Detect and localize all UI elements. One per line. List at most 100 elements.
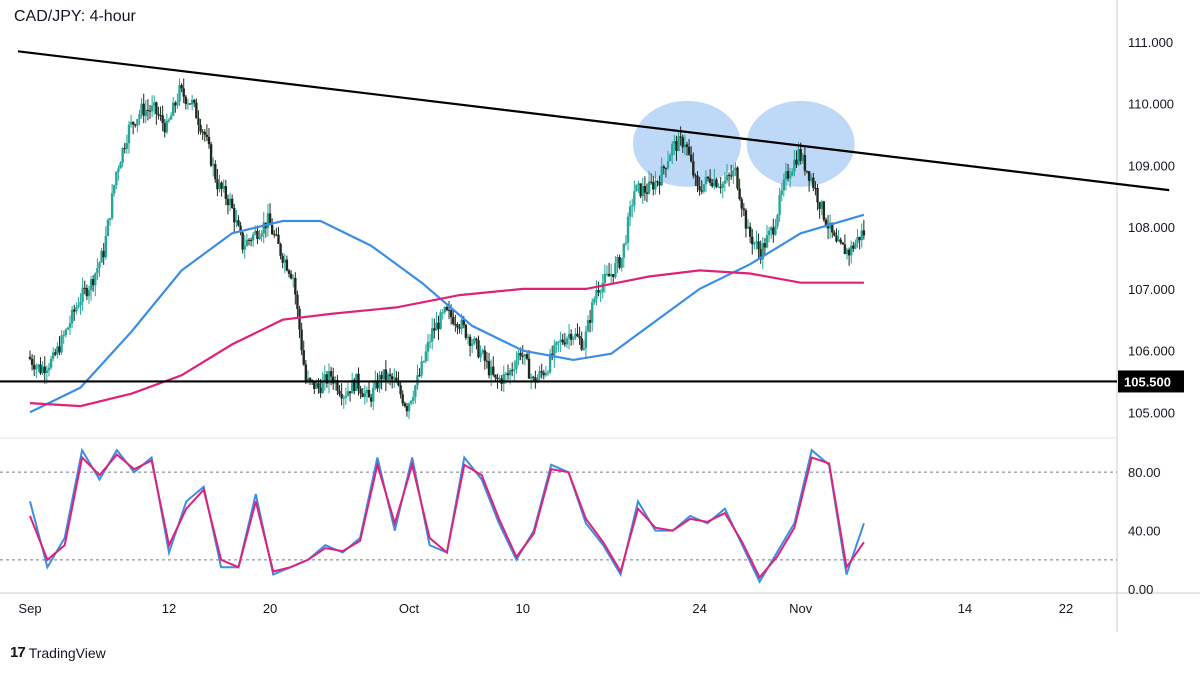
candle-body [256, 230, 259, 239]
candle-body [35, 366, 38, 370]
candle-body [266, 213, 270, 229]
candle-body [738, 188, 741, 200]
candle-body [744, 210, 748, 229]
candle-body [540, 371, 543, 373]
candle-body [106, 220, 110, 237]
candle-body [41, 366, 44, 374]
candle-body [409, 400, 413, 404]
candle-body [110, 193, 114, 219]
candle-body [348, 391, 352, 394]
candle-body [426, 342, 430, 352]
candle-body [803, 154, 807, 171]
chart-title: CAD/JPY: 4-hour [14, 8, 136, 25]
candle-body [157, 113, 160, 116]
candle-body [595, 290, 598, 299]
candle-body [746, 226, 750, 229]
candle-body [180, 85, 183, 89]
candle-body [845, 249, 849, 255]
candle-body [473, 338, 476, 344]
candle-body [637, 183, 640, 185]
candle-body [852, 245, 855, 249]
candle-body [142, 103, 145, 116]
candle-body [576, 333, 579, 337]
candle-body [795, 159, 798, 165]
candle-body [616, 257, 619, 264]
candle-body [671, 144, 674, 156]
candle-body [430, 328, 434, 342]
candle-body [862, 230, 866, 236]
candle-body [384, 369, 388, 381]
candle-body [414, 385, 417, 397]
candle-body [56, 346, 59, 355]
candle-body [856, 236, 859, 243]
candle-body [159, 115, 162, 117]
candle-body [407, 403, 411, 412]
candle-body [435, 322, 438, 331]
candle-body [245, 239, 249, 246]
candle-body [660, 166, 663, 186]
candle-body [685, 144, 689, 148]
candle-body [304, 364, 308, 382]
candle-body [182, 88, 185, 97]
candle-body [850, 245, 853, 256]
candle-body [323, 374, 326, 381]
candle-body [532, 376, 535, 378]
candle-body [148, 110, 152, 112]
candle-body [588, 320, 592, 323]
candle-body [546, 372, 550, 374]
candle-body [230, 198, 234, 208]
candle-body [609, 274, 613, 277]
candle-body [85, 288, 89, 297]
candle-body [412, 396, 415, 401]
candle-body [721, 183, 724, 188]
candle-body [195, 102, 198, 119]
candle-body [704, 176, 708, 185]
candle-body [169, 115, 173, 120]
candle-body [548, 353, 552, 373]
candle-body [123, 148, 126, 150]
time-tick-label: 20 [263, 601, 277, 616]
candle-body [826, 225, 830, 229]
candle-body [79, 301, 82, 306]
candle-body [121, 148, 124, 163]
candle-body [559, 339, 562, 342]
candle-body [765, 235, 769, 248]
candle-body [37, 364, 40, 367]
time-tick-label: Oct [399, 601, 420, 616]
candle-body [353, 379, 356, 391]
candle-body [812, 177, 815, 188]
candle-body [49, 358, 53, 368]
candle-body [470, 343, 474, 346]
candle-body [841, 242, 844, 245]
candle-body [816, 188, 819, 203]
candle-body [515, 360, 518, 370]
candle-body [797, 148, 800, 165]
candle-body [487, 360, 491, 376]
candle-body [188, 103, 192, 105]
candle-body [125, 143, 129, 149]
candle-body [605, 273, 609, 275]
candle-body [626, 216, 630, 243]
candle-body [719, 186, 722, 188]
candle-body [582, 348, 585, 350]
candle-body [599, 292, 602, 294]
candle-body [527, 358, 531, 379]
candle-body [666, 161, 670, 169]
candle-body [839, 239, 842, 243]
candle-body [649, 181, 653, 183]
candle-body [445, 307, 449, 310]
candle-body [689, 154, 693, 162]
candle-body [717, 186, 720, 188]
candle-body [475, 338, 478, 341]
candle-body [167, 119, 171, 121]
candle-body [216, 179, 219, 190]
candle-body [601, 283, 604, 293]
candle-body [477, 340, 480, 358]
candle-body [89, 279, 93, 291]
candle-body [102, 250, 105, 258]
candle-body [422, 361, 425, 363]
candle-body [805, 170, 809, 172]
candle-body [544, 372, 548, 376]
candle-body [224, 186, 228, 199]
candle-body [363, 392, 367, 397]
